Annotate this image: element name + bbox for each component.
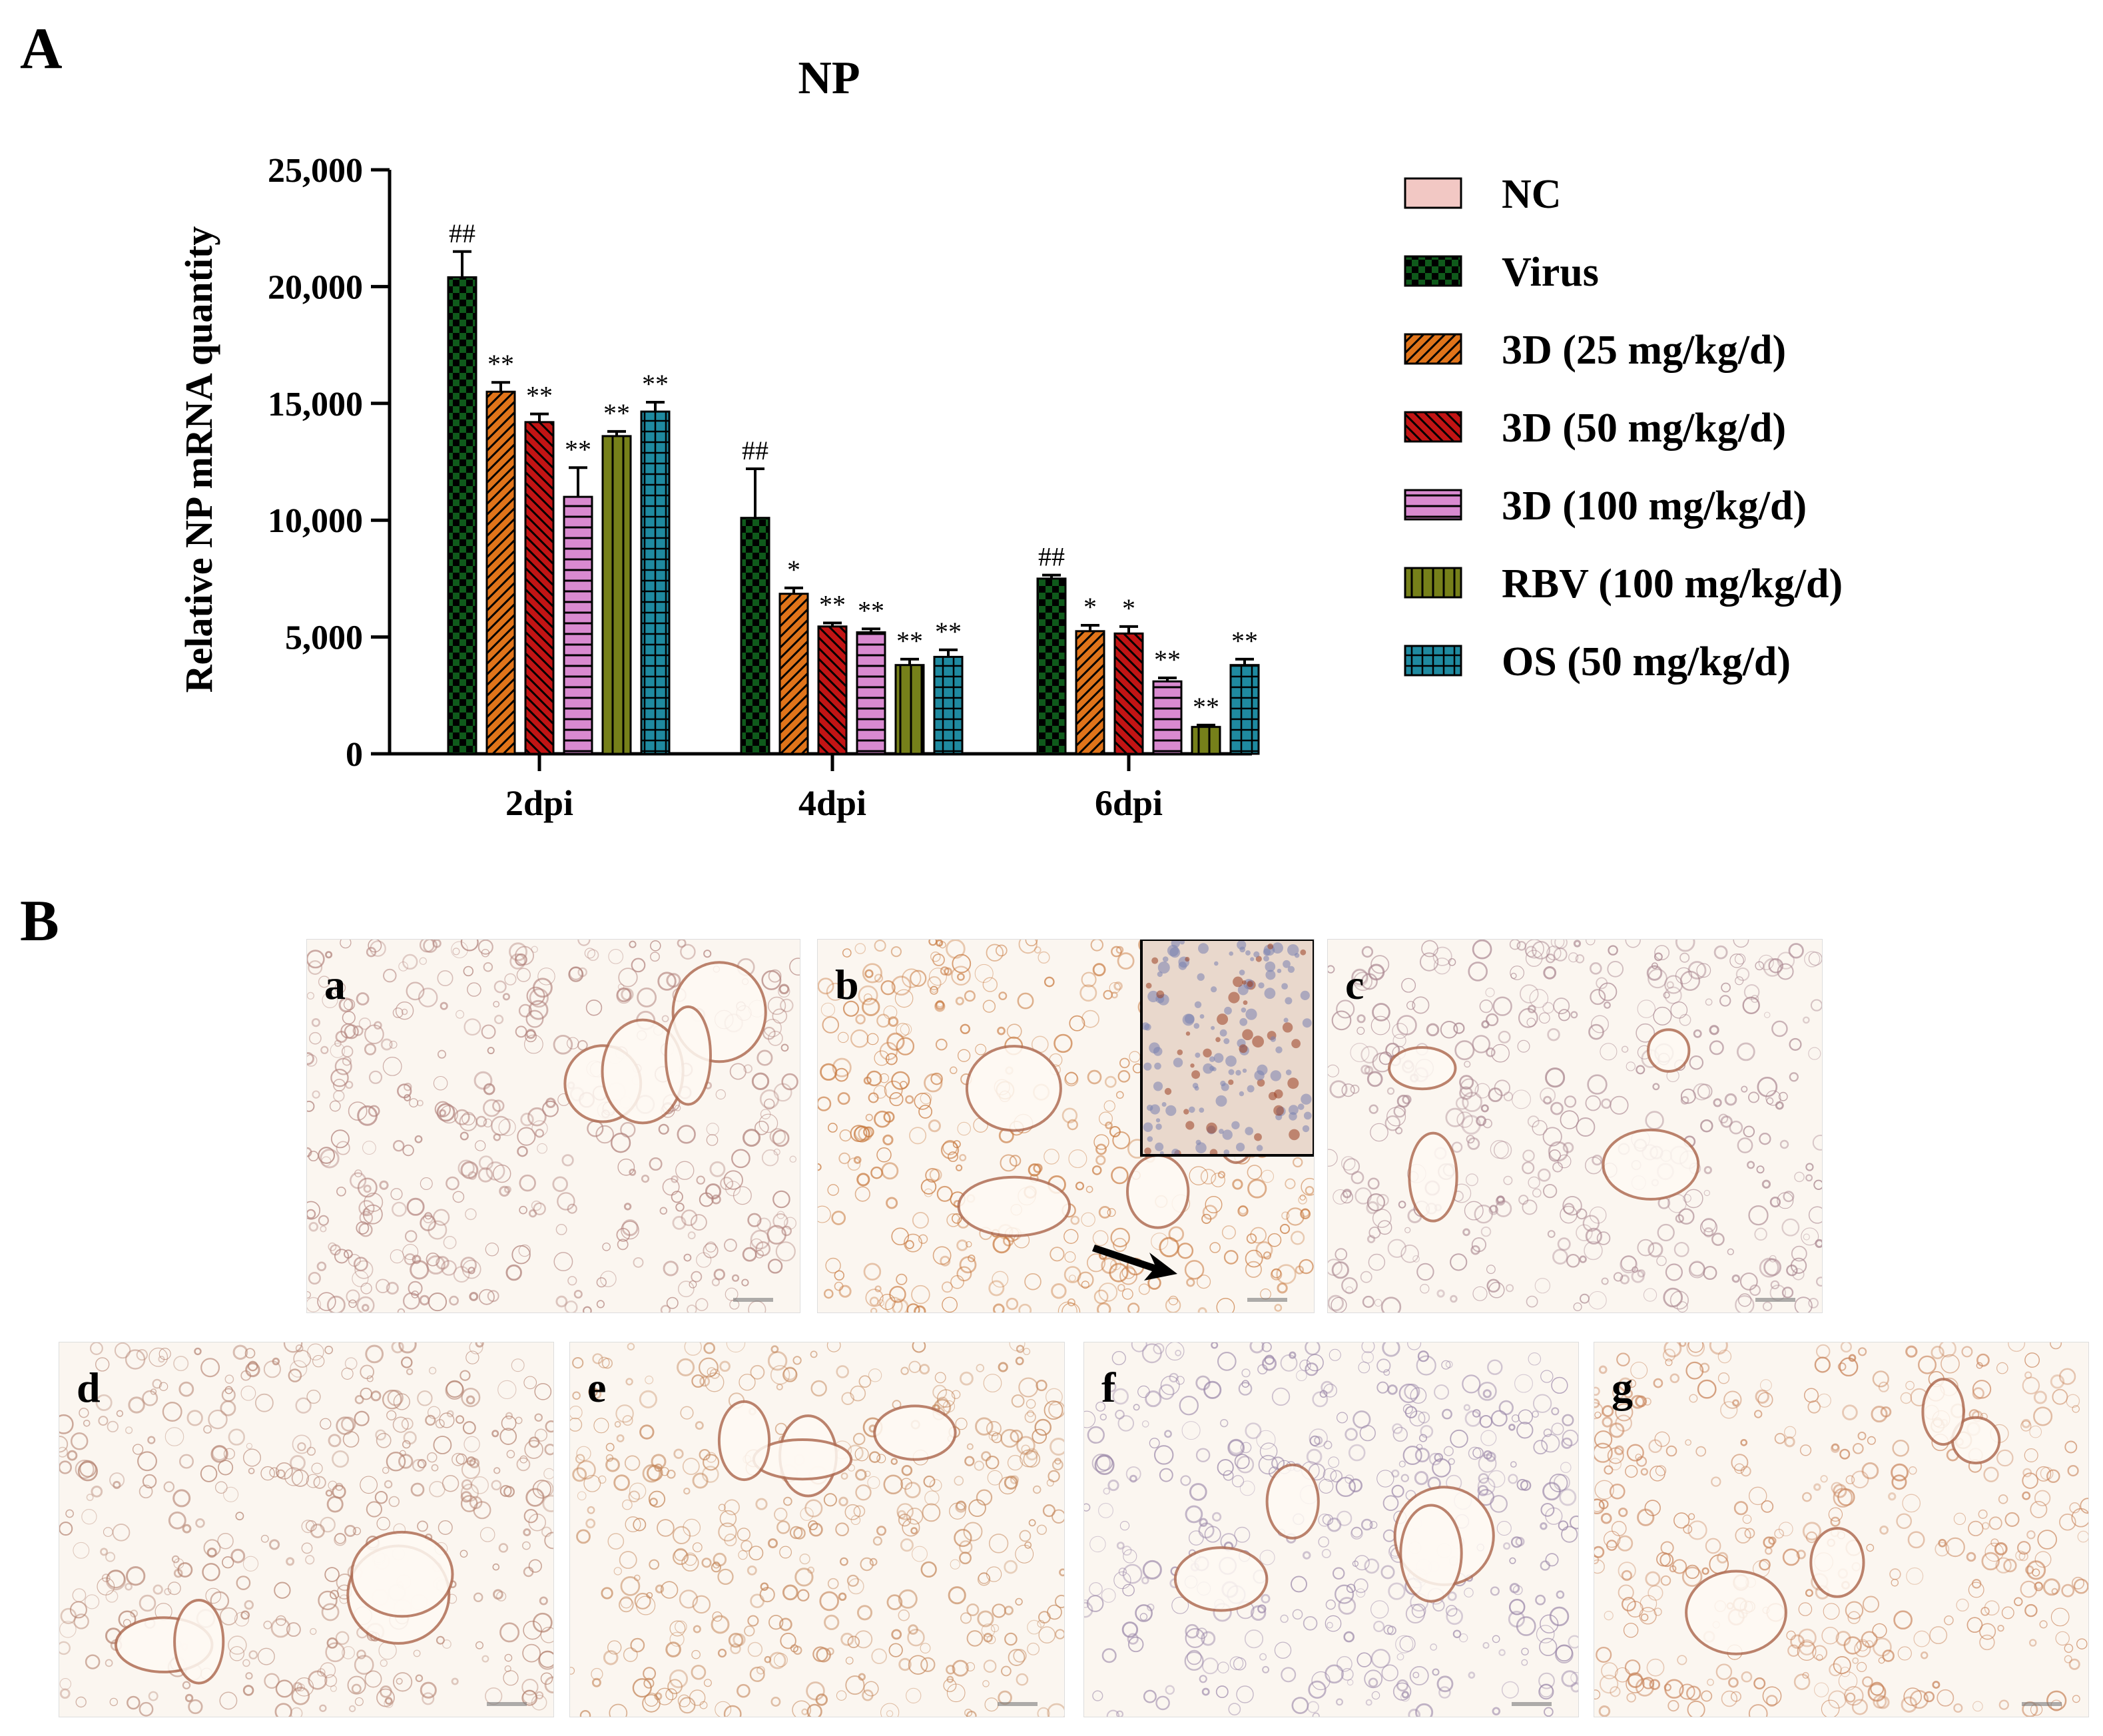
legend-swatch [1404, 489, 1462, 521]
zoom-inset [1140, 940, 1314, 1157]
significance-label: ** [1193, 692, 1219, 722]
inset-texture [1143, 941, 1312, 1154]
scale-bar [1755, 1298, 1795, 1302]
micrograph-label: g [1612, 1364, 1633, 1411]
y-axis-label: Relative NP mRNA quantity [177, 226, 220, 693]
bar [563, 495, 593, 755]
chart-title: NP [798, 53, 860, 104]
legend-swatch [1404, 645, 1462, 677]
bar [1113, 632, 1144, 755]
micrograph-b: b [817, 939, 1315, 1313]
scale-bar [2022, 1702, 2062, 1706]
significance-label: ** [1154, 645, 1181, 675]
y-tick-label: 20,000 [268, 268, 363, 306]
legend-label: NC [1502, 172, 1562, 217]
x-tick-label: 2dpi [505, 783, 573, 823]
significance-label: ** [487, 349, 514, 379]
bar [933, 655, 964, 755]
y-tick-label: 15,000 [268, 386, 363, 424]
bar [894, 664, 925, 755]
bar [1229, 664, 1260, 755]
significance-label: ** [642, 369, 669, 399]
legend-swatch [1404, 255, 1462, 287]
bar [1152, 680, 1183, 755]
x-tick-label: 4dpi [798, 783, 866, 823]
bar [524, 421, 555, 755]
bar [856, 631, 886, 755]
significance-label: * [1083, 592, 1097, 622]
significance-label: ** [858, 595, 884, 625]
y-tick-label: 10,000 [268, 502, 363, 540]
significance-label: ## [1038, 542, 1065, 572]
micrograph-g: g [1594, 1342, 2089, 1717]
legend-swatch [1404, 411, 1462, 443]
tissue-texture [307, 940, 800, 1312]
significance-label: ** [819, 590, 846, 620]
tissue-texture [59, 1342, 553, 1717]
scale-bar [487, 1702, 527, 1706]
scale-bar [733, 1298, 773, 1302]
legend-label: Virus [1502, 250, 1599, 295]
micrograph-a: a [306, 939, 800, 1313]
tissue-texture [1084, 1342, 1578, 1717]
micrograph-label: f [1101, 1364, 1116, 1411]
legend-label: 3D (100 mg/kg/d) [1502, 483, 1807, 529]
legend-swatch [1404, 567, 1462, 599]
micrograph-label: e [587, 1364, 607, 1411]
bar-chart: NP 0 5,000 10,000 15,000 20,000 25,000 2dpi 4dp… [177, 53, 1843, 823]
significance-label: ** [896, 626, 923, 656]
bar [485, 390, 516, 755]
scale-bar [998, 1702, 1038, 1706]
significance-label: * [1122, 593, 1135, 623]
legend: NC Virus 3D (25 mg/kg/d) 3D (50 mg/kg/d) 3D … [1404, 172, 1843, 685]
panel-label-a: A [20, 17, 63, 81]
micrograph-label: b [835, 961, 859, 1008]
tissue-texture [570, 1342, 1064, 1717]
arrow-icon [1092, 1245, 1177, 1281]
significance-label: ## [742, 435, 768, 465]
bar [1191, 726, 1221, 755]
significance-label: ** [1231, 626, 1258, 656]
bar [601, 435, 632, 755]
scale-bar [1512, 1702, 1552, 1706]
micrograph-f: f [1083, 1342, 1579, 1717]
x-tick-label: 6dpi [1095, 783, 1163, 823]
legend-label: 3D (25 mg/kg/d) [1502, 328, 1786, 373]
significance-label: ## [449, 218, 475, 248]
significance-label: * [787, 555, 800, 585]
scale-bar [1247, 1298, 1287, 1302]
micrograph-d: d [59, 1342, 554, 1717]
tissue-texture [1328, 940, 1822, 1312]
bar [1036, 577, 1067, 755]
bar [740, 517, 770, 755]
micrograph-label: d [77, 1364, 101, 1411]
legend-label: 3D (50 mg/kg/d) [1502, 406, 1786, 451]
bars: ##**********##*** **** **##* ******* [447, 218, 1260, 755]
bar [817, 625, 848, 755]
significance-label: ** [935, 617, 962, 647]
tissue-texture [1594, 1342, 2088, 1717]
y-tick-label: 25,000 [268, 152, 363, 190]
bar [640, 410, 671, 755]
y-tick-label: 0 [346, 736, 363, 774]
bar [1075, 630, 1105, 755]
legend-label: OS (50 mg/kg/d) [1502, 639, 1791, 685]
bar [778, 593, 809, 755]
significance-label: ** [526, 381, 553, 411]
micrograph-label: c [1345, 961, 1364, 1008]
micrograph-e: e [569, 1342, 1065, 1717]
legend-swatch [1404, 177, 1462, 209]
bar [447, 276, 477, 755]
legend-label: RBV (100 mg/kg/d) [1502, 561, 1843, 607]
legend-swatch [1404, 333, 1462, 365]
significance-label: ** [565, 434, 591, 464]
micrograph-c: c [1327, 939, 1823, 1313]
panel-label-b: B [20, 889, 59, 954]
y-tick-label: 5,000 [285, 619, 363, 657]
significance-label: ** [603, 398, 630, 428]
micrograph-label: a [324, 961, 346, 1008]
